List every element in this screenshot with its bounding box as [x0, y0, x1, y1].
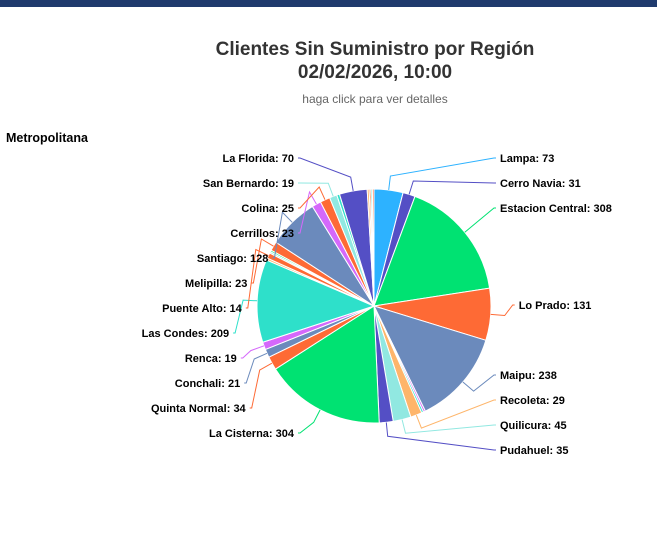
data-label-la-florida[interactable]: La Florida: 70	[222, 153, 294, 165]
connector-recoleta	[415, 399, 496, 429]
connector-san-bernardo	[298, 182, 334, 197]
data-label-las-condes[interactable]: Las Condes: 209	[142, 328, 229, 340]
chart-title-line2: 02/02/2026, 10:00	[297, 62, 453, 83]
data-label-estacion-central[interactable]: Estacion Central: 308	[500, 203, 612, 215]
data-label-san-bernardo[interactable]: San Bernardo: 19	[203, 178, 294, 190]
connector-la-cisterna	[298, 409, 321, 434]
connector-renca	[240, 345, 265, 359]
data-label-cerro-navia[interactable]: Cerro Navia: 31	[500, 178, 581, 190]
pie-slice-las-condes[interactable]	[256, 259, 376, 343]
top-bar	[0, 0, 657, 7]
connector-lo-prado	[490, 304, 515, 317]
data-label-maipu[interactable]: Maipu: 238	[500, 370, 557, 382]
data-label-lampa[interactable]: Lampa: 73	[500, 153, 554, 165]
data-label-recoleta[interactable]: Recoleta: 29	[500, 395, 565, 407]
connector-maipu	[462, 374, 496, 392]
connector-melipilla	[251, 238, 274, 284]
connector-quinta-normal	[249, 362, 273, 409]
data-label-quinta-normal[interactable]: Quinta Normal: 34	[151, 403, 247, 415]
connector-la-florida	[298, 157, 354, 191]
chart-subtitle: haga click para ver detalles	[302, 92, 448, 106]
data-label-quilicura[interactable]: Quilicura: 45	[500, 420, 567, 432]
connector-lampa	[388, 157, 496, 190]
pie-slice-maipu[interactable]	[373, 305, 487, 412]
connector-conchali	[244, 352, 268, 384]
data-label-conchali[interactable]: Conchali: 21	[175, 378, 240, 390]
data-label-melipilla[interactable]: Melipilla: 23	[185, 278, 247, 290]
data-label-colina[interactable]: Colina: 25	[241, 203, 294, 215]
connector-puente-alto	[245, 248, 269, 309]
data-label-renca[interactable]: Renca: 19	[185, 353, 237, 365]
data-label-puente-alto[interactable]: Puente Alto: 14	[162, 303, 243, 315]
connector-cerrillos	[298, 190, 317, 234]
pie-slice-estacion-central[interactable]	[373, 195, 491, 307]
connector-quilicura	[401, 419, 496, 434]
connector-colina	[298, 186, 326, 209]
data-label-lo-prado[interactable]: Lo Prado: 131	[519, 300, 592, 312]
connector-las-condes	[233, 299, 258, 334]
region-label: Metropolitana	[6, 131, 88, 145]
data-label-la-cisterna[interactable]: La Cisterna: 304	[209, 428, 295, 440]
data-label-cerrillos[interactable]: Cerrillos: 23	[230, 228, 294, 240]
data-label-pudahuel[interactable]: Pudahuel: 35	[500, 445, 568, 457]
connector-pudahuel	[385, 422, 496, 451]
chart-title-line1: Clientes Sin Suministro por Región	[215, 39, 535, 60]
data-label-santiago[interactable]: Santiago: 128	[197, 253, 269, 265]
connector-cerro-navia	[408, 180, 496, 195]
pie-slice-29[interactable]	[371, 188, 375, 307]
connector-estacion-central	[464, 207, 496, 233]
pie-slice-la-cisterna[interactable]	[274, 305, 380, 424]
connector-santiago	[272, 211, 293, 259]
chart-title: Clientes Sin Suministro por Región 02/02…	[140, 38, 610, 84]
